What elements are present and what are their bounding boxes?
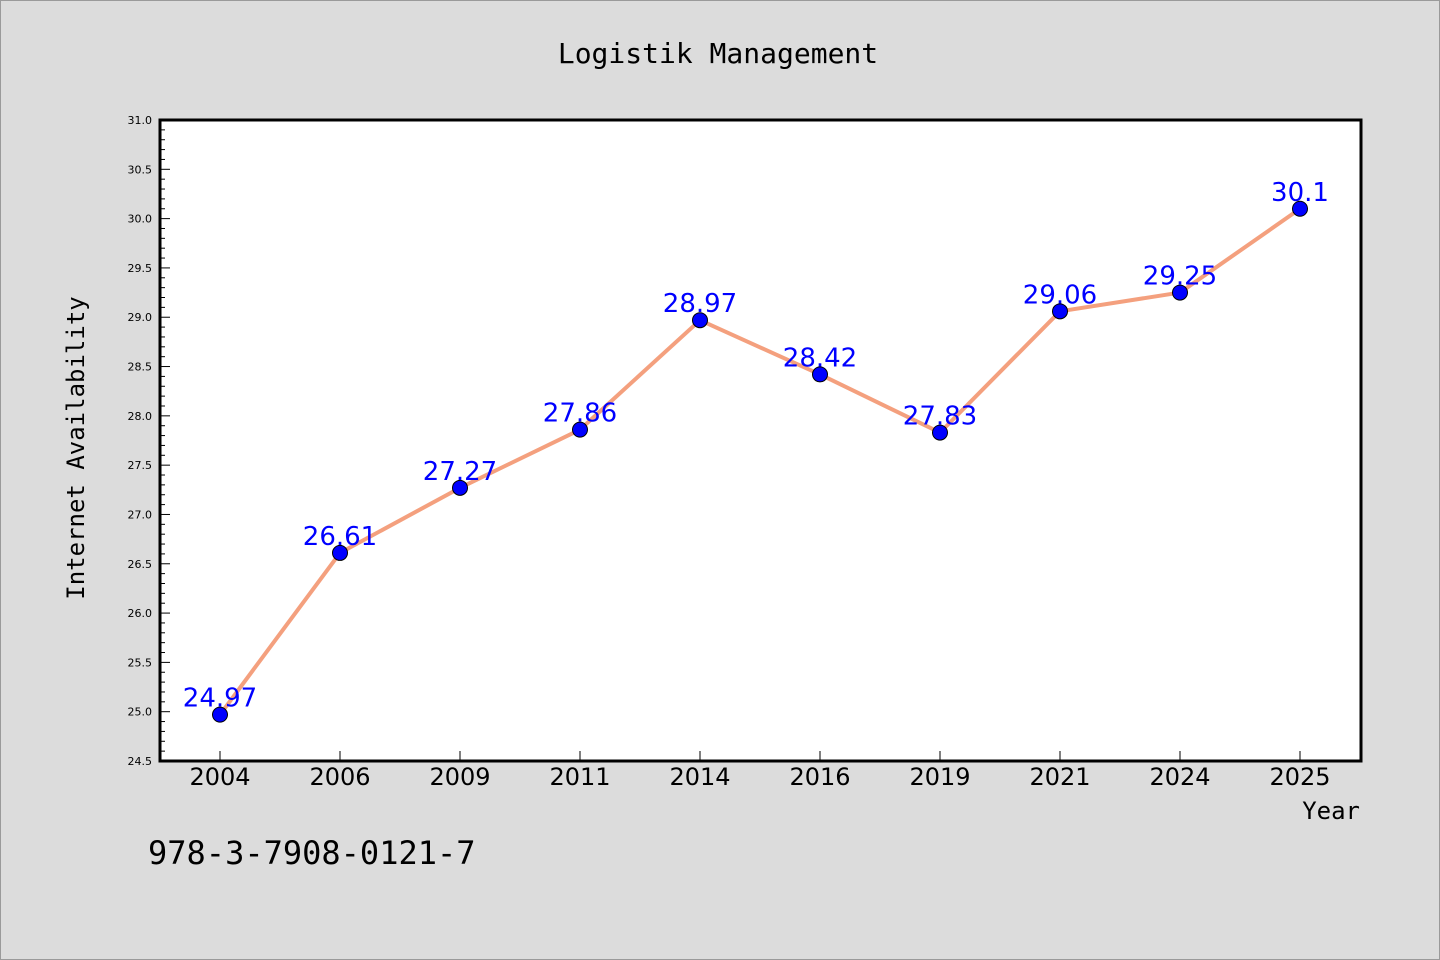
data-label: 28.42	[783, 343, 857, 373]
x-tick-label: 2014	[669, 763, 730, 791]
y-tick-label: 29.5	[128, 262, 153, 275]
data-label: 24.97	[183, 684, 257, 714]
data-point	[212, 706, 228, 723]
y-tick-label: 25.0	[128, 706, 153, 719]
chart-title: Logistik Management	[558, 37, 878, 70]
x-tick-label: 2024	[1149, 763, 1210, 791]
data-point	[692, 312, 708, 329]
y-tick-label: 25.5	[128, 656, 153, 669]
x-axis: 2004 2006 2009 2011 2014 2016 2019 2021 2024 2025	[189, 751, 1331, 791]
y-tick-label: 24.5	[128, 755, 153, 768]
y-tick-label: 30.5	[128, 163, 153, 176]
x-axis-label: Year	[1302, 797, 1360, 825]
data-label: 29.06	[1023, 280, 1097, 310]
x-tick-label: 2016	[789, 763, 850, 791]
x-tick-label: 2021	[1029, 763, 1090, 791]
data-point	[1052, 303, 1068, 320]
data-point	[932, 424, 948, 441]
y-tick-label: 28.5	[128, 361, 153, 374]
data-point	[452, 479, 468, 496]
data-markers	[212, 200, 1308, 723]
y-tick-label: 31.0	[128, 114, 153, 127]
y-tick-label: 27.5	[128, 459, 153, 472]
series-line	[218, 207, 1302, 716]
data-point	[1172, 284, 1188, 301]
y-axis-label: Internet Availability	[62, 296, 90, 599]
y-tick-label: 27.0	[128, 508, 153, 521]
y-tick-label: 30.0	[128, 213, 153, 226]
x-tick-label: 2019	[909, 763, 970, 791]
x-tick-label: 2009	[429, 763, 490, 791]
data-label: 30.1	[1271, 178, 1329, 208]
x-tick-label: 2025	[1269, 763, 1330, 791]
x-tick-label: 2006	[309, 763, 370, 791]
data-label: 29.25	[1143, 262, 1217, 292]
data-label: 26.61	[303, 522, 377, 552]
data-label: 27.86	[543, 399, 617, 429]
data-point	[332, 544, 348, 561]
data-point	[812, 366, 828, 383]
x-tick-label: 2011	[549, 763, 610, 791]
data-point	[572, 421, 588, 438]
footer-identifier: 978-3-7908-0121-7	[148, 834, 476, 872]
x-tick-label: 2004	[189, 763, 250, 791]
data-label: 27.83	[903, 402, 977, 432]
data-point	[1292, 200, 1308, 217]
data-label: 28.97	[663, 289, 737, 319]
y-tick-label: 26.5	[128, 558, 153, 571]
y-tick-label: 29.0	[128, 311, 153, 324]
y-axis: 24.5 25.0 25.5 26.0 26.5 27.0 27.5 28.0 28.5 29.0…	[128, 114, 170, 768]
y-tick-label: 26.0	[128, 607, 153, 620]
data-label: 27.27	[423, 457, 497, 487]
y-tick-label: 28.0	[128, 410, 153, 423]
data-labels: 24.97 26.61 27.27 27.86 28.97 28.42 27.83 29.06…	[183, 178, 1329, 714]
plot-area	[158, 118, 1363, 763]
